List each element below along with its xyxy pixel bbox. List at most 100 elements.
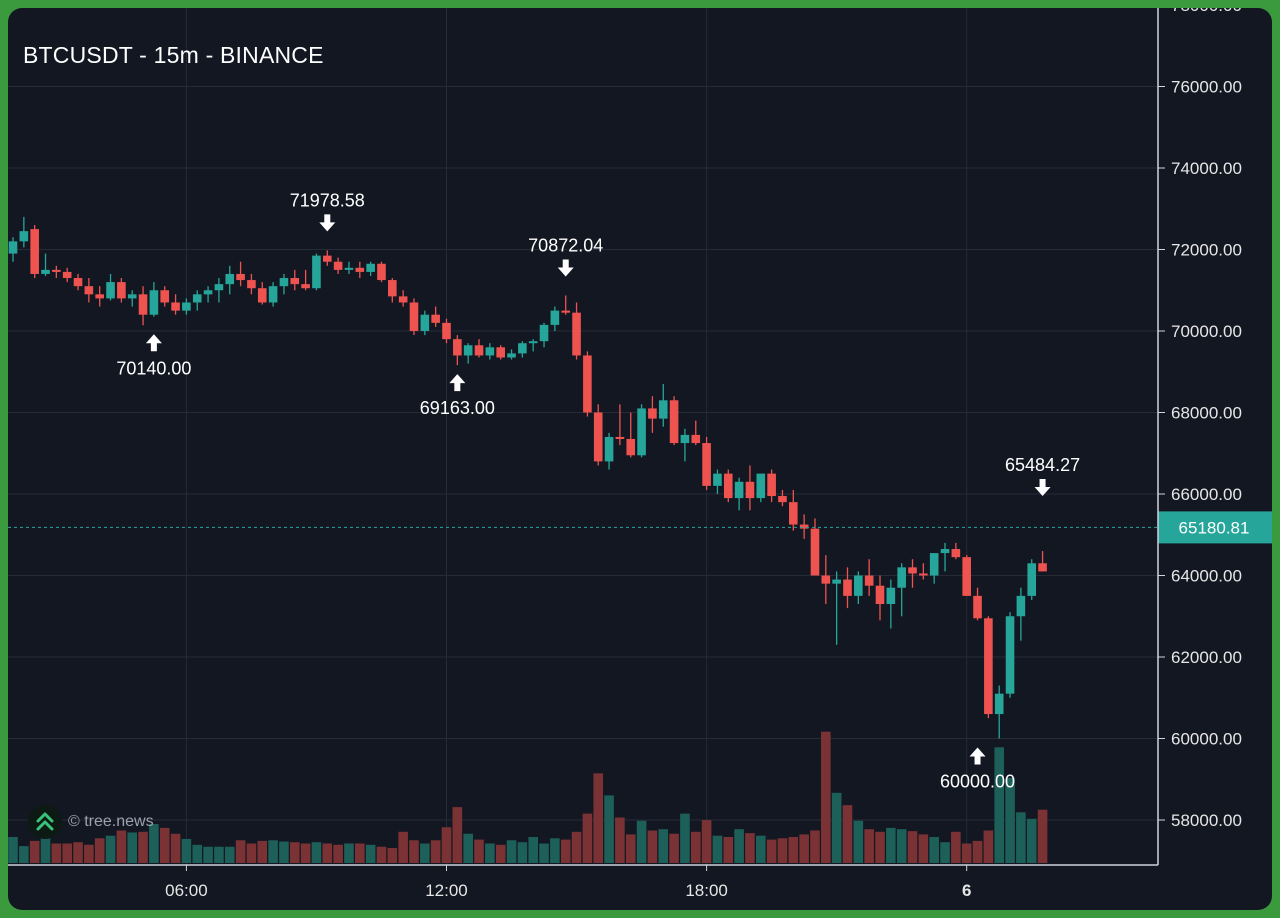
- price-chart[interactable]: 65180.81 70140.00 71978.58 69163.00 70872.0…: [8, 8, 1272, 910]
- candle-body: [593, 412, 603, 462]
- candle-body: [875, 585, 885, 605]
- candle-body: [626, 438, 636, 456]
- candle-body: [832, 579, 841, 584]
- volume-bar: [625, 834, 636, 863]
- candle-body: [73, 278, 83, 287]
- candle-body: [431, 314, 440, 323]
- candle-body: [1005, 616, 1015, 694]
- time-tick-label: 12:00: [425, 881, 468, 900]
- volume-bar: [788, 837, 799, 863]
- volume-bar: [214, 846, 224, 863]
- annotation-label: 60000.00: [940, 772, 1015, 792]
- volume-bar: [149, 824, 159, 863]
- candle-body: [615, 436, 625, 439]
- volume-bar: [961, 843, 972, 863]
- price-tick-label: 66000.00: [1171, 485, 1242, 504]
- volume-bar: [517, 842, 528, 863]
- volume-bar: [159, 827, 170, 863]
- arrow-up-icon: [969, 747, 986, 765]
- current-price-badge: [1158, 511, 1272, 544]
- candle-body: [30, 229, 39, 274]
- volume-bar: [289, 842, 300, 863]
- volume-bar: [344, 843, 354, 863]
- candle-body: [539, 324, 549, 342]
- candle-body: [485, 347, 495, 356]
- volume-bar: [1005, 777, 1015, 863]
- volume-bar: [983, 830, 994, 863]
- candle-body: [463, 345, 473, 356]
- candle-body: [52, 269, 61, 272]
- volume-bar: [73, 842, 83, 863]
- volume-bar: [604, 795, 614, 863]
- candle-body: [290, 278, 300, 285]
- volume-bar: [311, 842, 322, 863]
- candle-body: [897, 567, 906, 588]
- volume-bar: [463, 833, 473, 863]
- volume-bar: [777, 838, 788, 863]
- volume-bar: [680, 813, 690, 863]
- price-tick-label: 58000.00: [1171, 811, 1242, 830]
- candle-body: [745, 481, 755, 499]
- volume-bar: [571, 831, 582, 863]
- candle-body: [789, 502, 798, 525]
- candle-body: [550, 310, 560, 325]
- volume-bar: [170, 833, 181, 863]
- volume-bar: [766, 839, 777, 863]
- volume-bar: [506, 840, 517, 863]
- candle-body: [127, 294, 137, 299]
- annotation-label: 65484.27: [1005, 455, 1080, 475]
- volume-bar: [105, 835, 116, 863]
- volume-bar: [474, 839, 484, 863]
- volume-bar: [886, 827, 896, 863]
- volume-bar: [387, 848, 398, 863]
- candle-body: [149, 290, 159, 315]
- annotation-label: 70140.00: [116, 358, 191, 378]
- chart-panel[interactable]: 65180.81 70140.00 71978.58 69163.00 70872.0…: [8, 8, 1272, 910]
- candle-body: [203, 290, 213, 295]
- volume-bar: [116, 830, 127, 863]
- candle-body: [691, 434, 701, 444]
- chart-title: BTCUSDT - 15m - BINANCE: [23, 42, 324, 68]
- candle-body: [355, 267, 365, 272]
- axes[interactable]: 58000.00 60000.00 62000.00 64000.00 66000.00…: [8, 8, 1242, 900]
- volume-bar: [972, 840, 983, 863]
- price-tick-label: 78000.00: [1171, 8, 1242, 15]
- volume-bar: [127, 832, 138, 863]
- candle-body: [160, 290, 170, 303]
- volume-bar: [495, 844, 506, 863]
- volume-bar: [84, 844, 94, 863]
- candle-body: [41, 269, 50, 274]
- candle-body: [886, 587, 896, 605]
- candle-body: [214, 284, 224, 291]
- volume-bar: [1016, 812, 1026, 863]
- volume-bar: [539, 843, 549, 863]
- volume-bar: [1026, 818, 1037, 863]
- volume-bar: [701, 820, 712, 863]
- current-price-label: 65180.81: [1179, 518, 1250, 537]
- candle-body: [377, 263, 386, 281]
- candle-body: [106, 282, 115, 299]
- price-tick-label: 60000.00: [1171, 730, 1242, 749]
- volume-bar: [810, 830, 820, 863]
- candle-body: [713, 473, 722, 486]
- volume-bar: [712, 835, 723, 863]
- volume-bar: [441, 827, 452, 863]
- volume-bar: [181, 838, 192, 863]
- volume-bar: [333, 844, 343, 863]
- volume-bar: [929, 837, 939, 863]
- volume-bar: [550, 838, 560, 863]
- volume-bar: [669, 833, 679, 863]
- candle-body: [474, 345, 484, 356]
- volume-bar: [907, 831, 918, 863]
- candle-body: [225, 273, 235, 285]
- candle-body: [496, 347, 505, 358]
- time-tick-label: 18:00: [685, 881, 728, 900]
- candle-body: [984, 618, 993, 715]
- current-price-line: 65180.81: [8, 511, 1272, 544]
- arrow-down-icon: [557, 259, 574, 277]
- candle-body: [994, 693, 1004, 715]
- price-annotation: 70140.00: [116, 334, 191, 378]
- candle-body: [734, 481, 744, 499]
- volume-bar: [224, 846, 235, 863]
- watermark: © tree.news: [28, 805, 154, 839]
